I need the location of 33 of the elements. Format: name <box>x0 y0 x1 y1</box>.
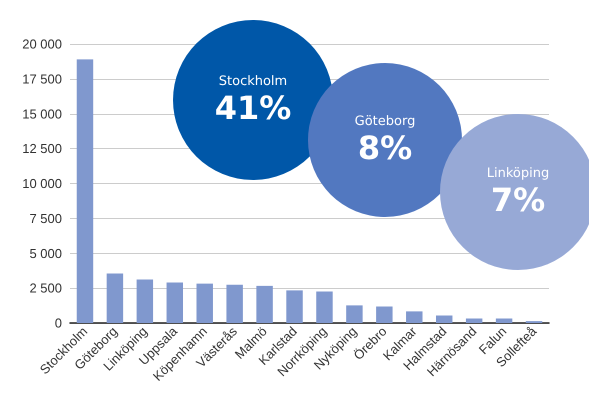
y-tick-label: 15 000 <box>22 106 62 122</box>
bar <box>76 59 94 323</box>
bar <box>106 273 124 323</box>
bar <box>406 311 423 323</box>
y-tick-label: 5 000 <box>29 246 62 261</box>
y-tick-label: 2 500 <box>29 280 62 296</box>
annotation: 41% <box>214 88 292 126</box>
annotation: Linköping <box>486 166 550 180</box>
y-tick-label: 17 500 <box>22 71 62 86</box>
annotation: Göteborg <box>354 114 416 128</box>
y-tick-label: 12 500 <box>22 141 62 156</box>
y-tick-label: 20 000 <box>22 36 62 52</box>
bar <box>376 306 393 323</box>
bar <box>316 291 333 323</box>
bar <box>466 318 482 323</box>
bar <box>496 318 512 323</box>
circle-badge: Göteborg 8% <box>308 63 462 217</box>
bar <box>226 284 243 323</box>
bar <box>196 284 213 323</box>
circle-badge: Stockholm 41% <box>173 20 333 180</box>
y-tick-label: 7 500 <box>29 210 62 226</box>
annotation: 8% <box>358 128 412 166</box>
y-tick-label: 0 <box>54 316 62 330</box>
bar <box>136 279 154 323</box>
annotation: Stockholm <box>218 74 288 88</box>
circle-badge: Linköping 7% <box>440 114 589 270</box>
bar <box>286 290 303 323</box>
annotation: 7% <box>490 180 546 218</box>
bar <box>436 315 452 323</box>
y-tick-label: 10 000 <box>22 176 62 191</box>
bar <box>256 286 273 323</box>
bar <box>166 282 184 323</box>
bar <box>346 305 363 323</box>
